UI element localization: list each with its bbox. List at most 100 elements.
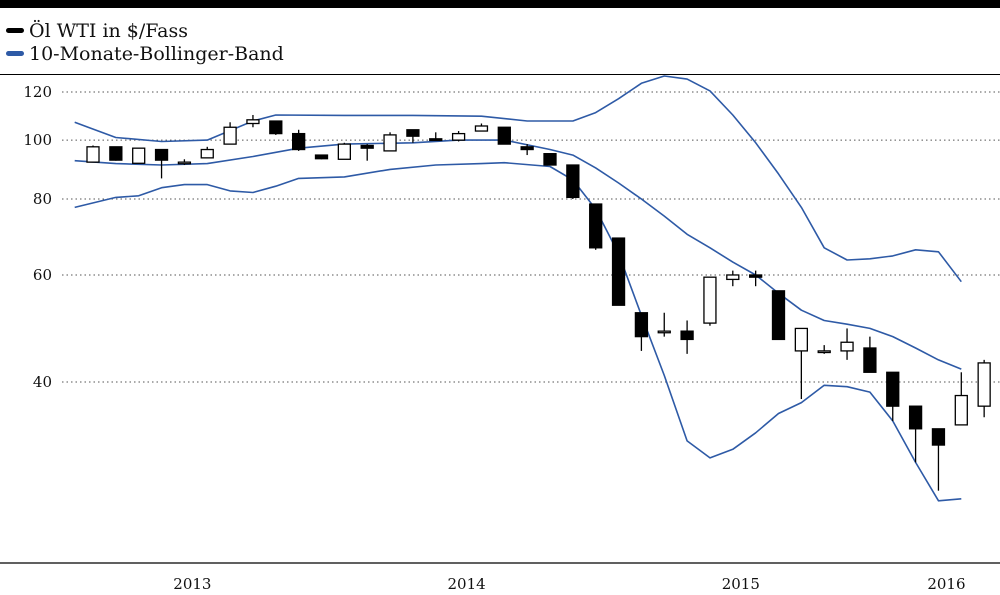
candle-body-rising bbox=[657, 330, 671, 334]
candle bbox=[634, 312, 649, 351]
candle bbox=[566, 164, 580, 200]
candle bbox=[749, 270, 763, 287]
top-rule bbox=[0, 0, 1000, 8]
bollinger-upper-line bbox=[74, 75, 962, 283]
candle bbox=[931, 428, 946, 491]
candle bbox=[954, 372, 968, 426]
candle bbox=[817, 345, 831, 354]
x-tick-label-2014: 2014 bbox=[448, 575, 486, 593]
candle bbox=[703, 276, 717, 326]
legend-label-bollinger: 10-Monate-Bollinger-Band bbox=[29, 43, 284, 65]
y-tick-label-100: 100 bbox=[23, 131, 52, 149]
candle bbox=[886, 371, 900, 422]
candle-body-falling bbox=[360, 144, 374, 149]
candle-body-falling bbox=[269, 120, 283, 135]
candle bbox=[109, 146, 123, 161]
candle-body-rising bbox=[840, 341, 854, 352]
candle-body-rising bbox=[977, 362, 991, 407]
bollinger-lower-line bbox=[74, 161, 962, 502]
candlesticks bbox=[86, 114, 991, 491]
candle-body-falling bbox=[589, 203, 603, 249]
candle-body-rising bbox=[337, 143, 352, 160]
candle bbox=[223, 122, 237, 145]
x-tick-label-2015: 2015 bbox=[722, 575, 760, 593]
candle-body-falling bbox=[109, 146, 123, 161]
candle bbox=[680, 320, 694, 354]
candle bbox=[726, 270, 740, 287]
candle-body-rising bbox=[177, 161, 192, 165]
legend-swatch-wti bbox=[6, 27, 24, 33]
candle bbox=[337, 142, 352, 160]
candle-body-rising bbox=[223, 126, 237, 145]
candle-body-falling bbox=[566, 164, 580, 199]
candle-body-rising bbox=[200, 148, 214, 159]
x-tick-label-2016: 2016 bbox=[927, 575, 965, 593]
candle bbox=[520, 144, 534, 156]
candle-body-rising bbox=[86, 146, 100, 163]
candle bbox=[269, 120, 283, 135]
candle-body-rising bbox=[794, 327, 808, 352]
candle bbox=[840, 328, 854, 360]
candle bbox=[863, 336, 877, 373]
candle bbox=[154, 148, 169, 179]
candle-body-rising bbox=[954, 394, 968, 426]
y-tick-label-80: 80 bbox=[33, 190, 52, 208]
candle-body-falling bbox=[314, 154, 329, 160]
candle-body-falling bbox=[749, 274, 763, 278]
candle bbox=[406, 129, 420, 143]
candle-body-falling bbox=[543, 153, 557, 166]
candle bbox=[200, 146, 214, 159]
legend-divider bbox=[0, 74, 1000, 75]
candle-body-falling bbox=[771, 290, 786, 341]
legend-label-wti: Öl WTI in $/Fass bbox=[29, 20, 189, 42]
candle-body-falling bbox=[154, 148, 169, 161]
candle-body-rising bbox=[703, 276, 717, 324]
candle-body-falling bbox=[863, 347, 877, 373]
bollinger-band-lines bbox=[74, 75, 962, 502]
candle-body-rising bbox=[726, 274, 740, 281]
x-tick-label-2013: 2013 bbox=[173, 575, 211, 593]
candle bbox=[360, 144, 374, 161]
bollinger-middle-line bbox=[74, 139, 962, 370]
candle-body-falling bbox=[931, 428, 946, 446]
candle-body-rising bbox=[474, 125, 489, 132]
candle bbox=[429, 132, 443, 142]
candle-body-falling bbox=[611, 237, 626, 306]
candle bbox=[177, 159, 192, 166]
legend-item-wti: Öl WTI in $/Fass bbox=[6, 20, 188, 42]
candle-body-falling bbox=[497, 126, 511, 145]
candle-body-rising bbox=[817, 350, 831, 354]
y-tick-label-120: 120 bbox=[23, 83, 52, 101]
candle-body-rising bbox=[132, 147, 146, 164]
candle bbox=[451, 131, 466, 142]
candle bbox=[497, 126, 511, 145]
candle bbox=[589, 203, 603, 250]
candle bbox=[657, 312, 671, 337]
candle-body-rising bbox=[383, 134, 397, 152]
x-tick-labels: 2013 2014 2015 2016 bbox=[173, 575, 965, 593]
candle-body-falling bbox=[429, 138, 443, 142]
candle-body-falling bbox=[680, 330, 694, 341]
candle bbox=[611, 237, 626, 306]
candle bbox=[771, 290, 786, 341]
candle bbox=[291, 129, 306, 151]
legend-swatch-bollinger bbox=[6, 50, 24, 56]
candle-body-falling bbox=[520, 146, 534, 151]
candle-body-falling bbox=[908, 405, 923, 430]
candle-body-rising bbox=[451, 132, 466, 141]
candle-body-falling bbox=[406, 129, 420, 137]
candle bbox=[908, 405, 923, 463]
candle bbox=[132, 147, 146, 164]
y-tick-labels: 40 60 80 100 120 bbox=[23, 83, 52, 391]
candle bbox=[977, 359, 991, 418]
candle bbox=[246, 114, 260, 128]
candle bbox=[543, 153, 557, 166]
candle bbox=[474, 123, 489, 132]
y-tick-label-60: 60 bbox=[33, 266, 52, 284]
candle-body-falling bbox=[634, 312, 649, 338]
gridlines bbox=[62, 91, 1000, 383]
candle-body-falling bbox=[886, 371, 900, 407]
candle-body-rising bbox=[246, 119, 260, 125]
legend-item-bollinger: 10-Monate-Bollinger-Band bbox=[6, 43, 284, 65]
